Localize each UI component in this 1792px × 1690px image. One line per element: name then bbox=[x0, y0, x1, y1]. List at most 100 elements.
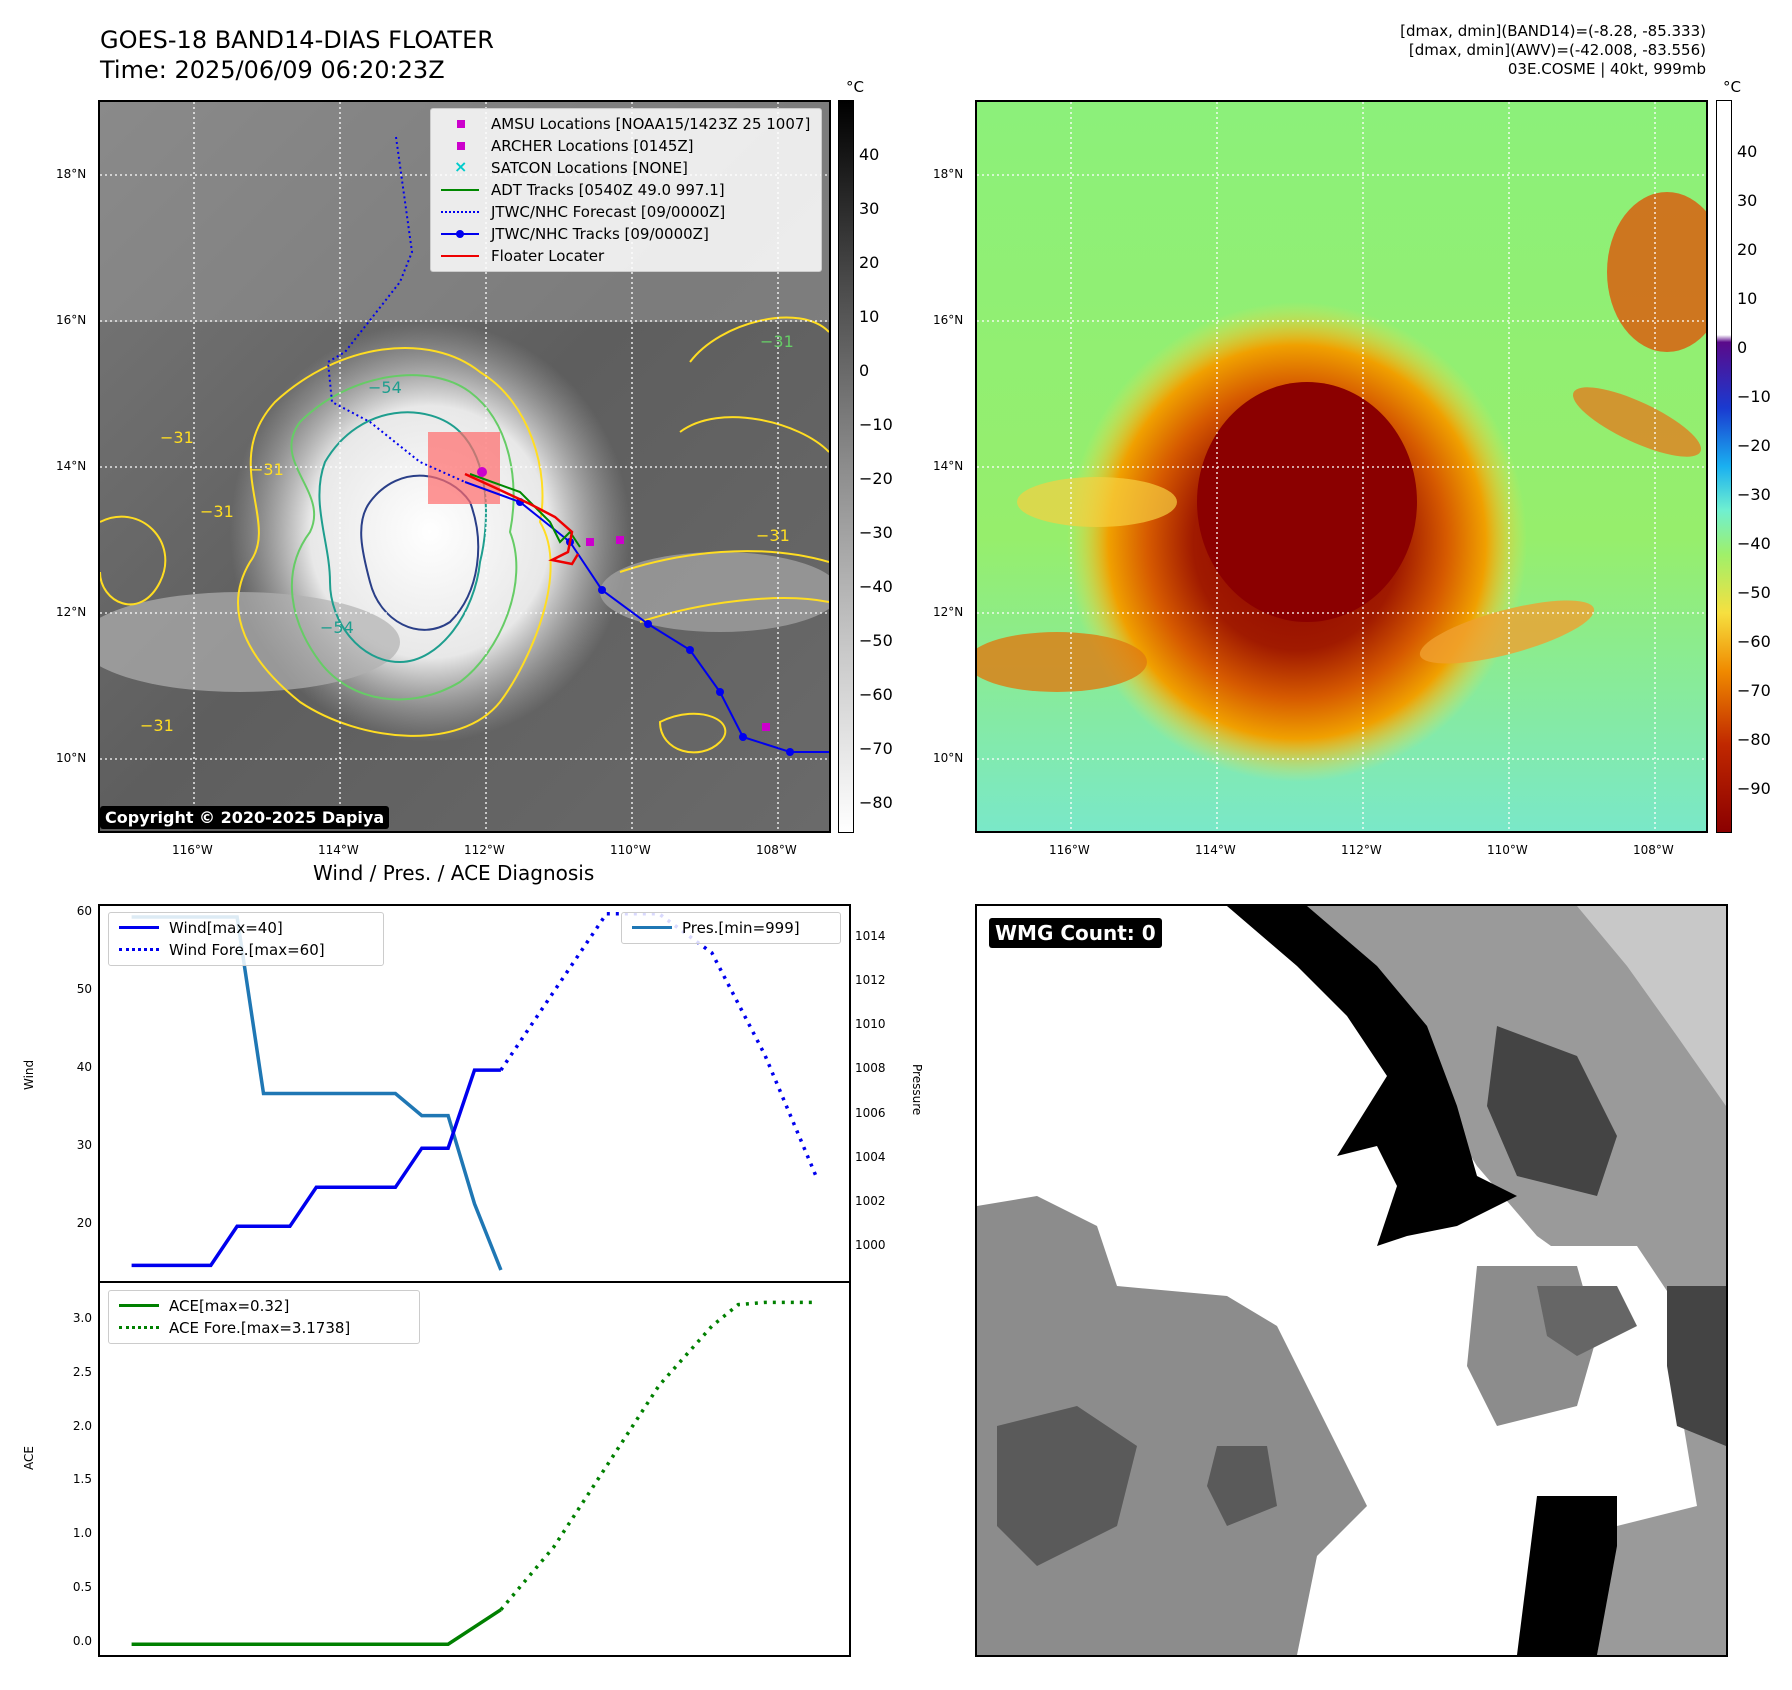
colorbar-tick: −80 bbox=[1737, 730, 1771, 749]
legend-marker-linedot bbox=[439, 227, 483, 241]
lat-tick: 16°N bbox=[56, 313, 87, 327]
lat-tick: 18°N bbox=[56, 167, 87, 181]
meta-line: [dmax, dmin](AWV)=(-42.008, -83.556) bbox=[1408, 41, 1706, 59]
meta-line: 03E.COSME | 40kt, 999mb bbox=[1507, 60, 1706, 78]
wind-forecast-series bbox=[499, 912, 820, 1181]
contour-label: −31 bbox=[140, 716, 174, 735]
colorbar-tick: 20 bbox=[1737, 240, 1758, 259]
legend-item: Pres.[min=999] bbox=[630, 917, 832, 939]
colorbar-tick: −40 bbox=[859, 577, 893, 596]
colorbar-tick: −50 bbox=[859, 631, 893, 650]
axis-tick: 20 bbox=[76, 1216, 92, 1231]
contour-label: −54 bbox=[368, 378, 402, 397]
lon-tick: 112°W bbox=[464, 843, 505, 857]
colorbar-tick: −80 bbox=[859, 793, 893, 812]
legend-label: ARCHER Locations [0145Z] bbox=[491, 137, 694, 155]
contour-yellow bbox=[679, 316, 829, 453]
colorbar-tick: 0 bbox=[1737, 338, 1748, 357]
axis-tick: 1012 bbox=[855, 973, 886, 988]
legend-item: Floater Locater bbox=[439, 245, 813, 267]
colorbar-tick: 0 bbox=[859, 361, 870, 380]
contour-label: −31 bbox=[200, 502, 234, 521]
diag-frame: Wind[max=40] Wind Fore.[max=60] Pres.[mi… bbox=[98, 904, 851, 1657]
diag-chart bbox=[131, 912, 820, 1646]
lat-tick: 12°N bbox=[56, 605, 87, 619]
legend-label: Wind[max=40] bbox=[169, 919, 283, 937]
axis-tick: 1006 bbox=[855, 1105, 886, 1120]
legend-item: Wind[max=40] bbox=[117, 917, 375, 939]
legend-label: Pres.[min=999] bbox=[682, 919, 800, 937]
lat-tick: 12°N bbox=[933, 605, 964, 619]
awv-map bbox=[977, 102, 1706, 831]
axis-tick: 1004 bbox=[855, 1149, 886, 1164]
wmg-panel: WMG Count: 0 bbox=[975, 904, 1728, 1657]
lat-tick: 14°N bbox=[933, 459, 964, 473]
wind-legend: Wind[max=40] Wind Fore.[max=60] bbox=[108, 912, 384, 966]
colorbar-tick: 40 bbox=[859, 145, 880, 164]
wmg-dark-gray-band bbox=[1207, 1446, 1277, 1526]
contour-yellow bbox=[237, 347, 552, 737]
axis-tick: 40 bbox=[76, 1060, 92, 1075]
awv-moisture-band bbox=[977, 632, 1147, 692]
awv-moisture-band bbox=[1419, 600, 1595, 664]
legend-label: JTWC/NHC Tracks [09/0000Z] bbox=[491, 225, 709, 243]
legend-item: ACE[max=0.32] bbox=[117, 1295, 411, 1317]
amsu-location bbox=[762, 723, 770, 731]
wmg-black-band bbox=[1227, 906, 1517, 1246]
wmg-image bbox=[977, 906, 1726, 1655]
colorbar-tick: −70 bbox=[1737, 681, 1771, 700]
wind-series bbox=[131, 1068, 501, 1268]
colorbar-tick: −50 bbox=[1737, 583, 1771, 602]
colorbar-tick: −90 bbox=[1737, 779, 1771, 798]
lat-tick: 10°N bbox=[933, 751, 964, 765]
colorbar-tick: −20 bbox=[859, 469, 893, 488]
ir-colorbar bbox=[838, 100, 854, 833]
floater-locater-track bbox=[464, 472, 580, 566]
floater-locater-box bbox=[428, 432, 500, 504]
colorbar-tick: −40 bbox=[1737, 534, 1771, 553]
jtwc-forecast-track bbox=[326, 136, 466, 483]
ace-forecast-series bbox=[499, 1300, 818, 1611]
archer-location bbox=[616, 536, 624, 544]
legend-marker-square bbox=[439, 117, 483, 131]
legend-item: JTWC/NHC Forecast [09/0000Z] bbox=[439, 201, 813, 223]
colorbar-tick: 20 bbox=[859, 253, 880, 272]
colorbar-tick: 40 bbox=[1737, 142, 1758, 161]
colorbar-tick: −30 bbox=[859, 523, 893, 542]
diag-divider bbox=[100, 1281, 849, 1283]
axis-tick: 30 bbox=[76, 1138, 92, 1153]
meta-line: [dmax, dmin](BAND14)=(-8.28, -85.333) bbox=[1400, 22, 1706, 40]
legend-label: Floater Locater bbox=[491, 247, 605, 265]
ir-legend: AMSU Locations [NOAA15/1423Z 25 1007] AR… bbox=[430, 108, 822, 272]
wmg-gray-band bbox=[1227, 906, 1726, 1655]
axis-tick: 0.0 bbox=[72, 1634, 92, 1649]
axis-tick: 60 bbox=[76, 903, 92, 918]
pressure-axis-label: Pressure bbox=[910, 1064, 924, 1116]
legend-label: ACE Fore.[max=3.1738] bbox=[169, 1319, 351, 1337]
legend-label: Wind Fore.[max=60] bbox=[169, 941, 325, 959]
legend-marker-line bbox=[439, 249, 483, 263]
wind-axis-label: Wind bbox=[22, 1059, 36, 1090]
wmg-black-band bbox=[1517, 1496, 1617, 1655]
figure-time: Time: 2025/06/09 06:20:23Z bbox=[100, 56, 445, 84]
contour-label: −31 bbox=[160, 428, 194, 447]
legend-item: ADT Tracks [0540Z 49.0 997.1] bbox=[439, 179, 813, 201]
awv-moisture-band bbox=[1607, 192, 1706, 352]
colorbar-tick: −60 bbox=[1737, 632, 1771, 651]
copyright-label: Copyright © 2020-2025 Dapiya bbox=[100, 806, 390, 829]
lat-tick: 14°N bbox=[56, 459, 87, 473]
legend-marker-line bbox=[117, 1299, 161, 1313]
amsu-location bbox=[477, 467, 487, 477]
awv-panel bbox=[975, 100, 1708, 833]
axis-tick: 1010 bbox=[855, 1017, 886, 1032]
legend-item: Wind Fore.[max=60] bbox=[117, 939, 375, 961]
axis-tick: 50 bbox=[76, 981, 92, 996]
axis-tick: 2.0 bbox=[72, 1418, 92, 1433]
lon-tick: 114°W bbox=[318, 843, 359, 857]
contour-label: −31 bbox=[250, 460, 284, 479]
lon-tick: 116°W bbox=[1049, 843, 1090, 857]
axis-tick: 1014 bbox=[855, 929, 886, 944]
colorbar-tick: −60 bbox=[859, 685, 893, 704]
legend-marker-dotted bbox=[439, 205, 483, 219]
legend-marker-square bbox=[439, 139, 483, 153]
